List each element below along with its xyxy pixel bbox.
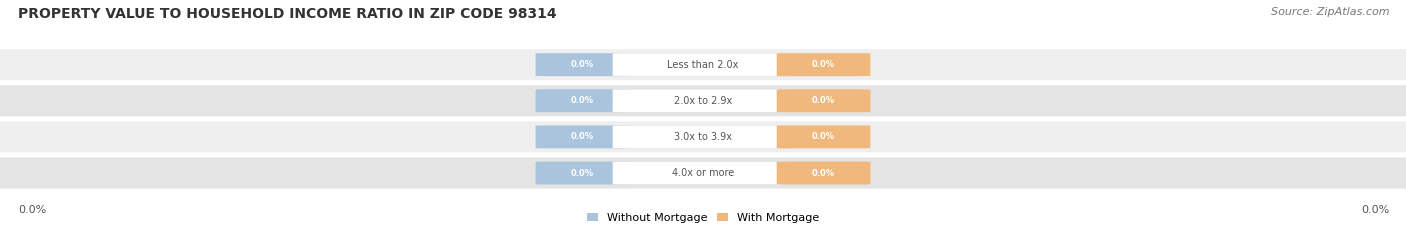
- FancyBboxPatch shape: [613, 161, 793, 185]
- FancyBboxPatch shape: [776, 161, 870, 185]
- Text: 0.0%: 0.0%: [813, 60, 835, 69]
- FancyBboxPatch shape: [776, 125, 870, 148]
- Text: 0.0%: 0.0%: [813, 132, 835, 141]
- Text: 0.0%: 0.0%: [571, 168, 593, 178]
- Text: 0.0%: 0.0%: [18, 205, 46, 215]
- Text: 0.0%: 0.0%: [571, 96, 593, 105]
- Legend: Without Mortgage, With Mortgage: Without Mortgage, With Mortgage: [588, 213, 818, 223]
- Text: 0.0%: 0.0%: [571, 132, 593, 141]
- FancyBboxPatch shape: [536, 53, 630, 76]
- FancyBboxPatch shape: [776, 53, 870, 76]
- Text: PROPERTY VALUE TO HOUSEHOLD INCOME RATIO IN ZIP CODE 98314: PROPERTY VALUE TO HOUSEHOLD INCOME RATIO…: [18, 7, 557, 21]
- Text: 0.0%: 0.0%: [571, 60, 593, 69]
- Text: Less than 2.0x: Less than 2.0x: [668, 60, 738, 70]
- FancyBboxPatch shape: [613, 89, 793, 112]
- FancyBboxPatch shape: [776, 89, 870, 112]
- FancyBboxPatch shape: [613, 125, 793, 148]
- Text: 0.0%: 0.0%: [813, 168, 835, 178]
- FancyBboxPatch shape: [536, 161, 630, 185]
- Text: Source: ZipAtlas.com: Source: ZipAtlas.com: [1271, 7, 1389, 17]
- FancyBboxPatch shape: [0, 158, 1406, 188]
- FancyBboxPatch shape: [536, 125, 630, 148]
- Text: 0.0%: 0.0%: [813, 96, 835, 105]
- Text: 4.0x or more: 4.0x or more: [672, 168, 734, 178]
- FancyBboxPatch shape: [0, 121, 1406, 152]
- FancyBboxPatch shape: [0, 49, 1406, 80]
- Text: 0.0%: 0.0%: [1361, 205, 1389, 215]
- FancyBboxPatch shape: [613, 53, 793, 76]
- FancyBboxPatch shape: [0, 85, 1406, 116]
- FancyBboxPatch shape: [536, 89, 630, 112]
- Text: 3.0x to 3.9x: 3.0x to 3.9x: [673, 132, 733, 142]
- Text: 2.0x to 2.9x: 2.0x to 2.9x: [673, 96, 733, 106]
